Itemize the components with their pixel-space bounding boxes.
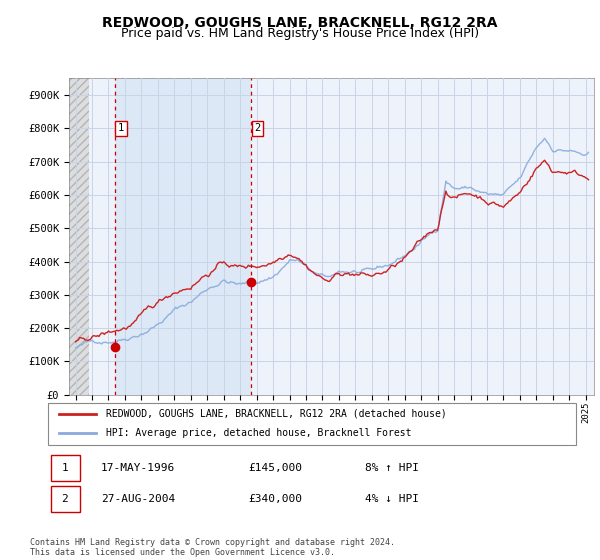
Bar — [115, 78, 251, 395]
Text: 8% ↑ HPI: 8% ↑ HPI — [365, 463, 419, 473]
FancyBboxPatch shape — [50, 486, 80, 512]
Text: 2: 2 — [62, 494, 68, 503]
Text: Contains HM Land Registry data © Crown copyright and database right 2024.
This d: Contains HM Land Registry data © Crown c… — [30, 538, 395, 557]
Bar — [69, 78, 89, 395]
Text: 1: 1 — [62, 463, 68, 473]
Text: 17-MAY-1996: 17-MAY-1996 — [101, 463, 175, 473]
Text: 27-AUG-2004: 27-AUG-2004 — [101, 494, 175, 503]
Text: REDWOOD, GOUGHS LANE, BRACKNELL, RG12 2RA (detached house): REDWOOD, GOUGHS LANE, BRACKNELL, RG12 2R… — [106, 409, 447, 419]
Text: £145,000: £145,000 — [248, 463, 302, 473]
FancyBboxPatch shape — [48, 403, 576, 445]
Text: 4% ↓ HPI: 4% ↓ HPI — [365, 494, 419, 503]
Text: Price paid vs. HM Land Registry's House Price Index (HPI): Price paid vs. HM Land Registry's House … — [121, 27, 479, 40]
Text: 2: 2 — [254, 123, 260, 133]
Text: REDWOOD, GOUGHS LANE, BRACKNELL, RG12 2RA: REDWOOD, GOUGHS LANE, BRACKNELL, RG12 2R… — [102, 16, 498, 30]
Text: HPI: Average price, detached house, Bracknell Forest: HPI: Average price, detached house, Brac… — [106, 428, 412, 438]
FancyBboxPatch shape — [50, 455, 80, 480]
Text: £340,000: £340,000 — [248, 494, 302, 503]
Text: 1: 1 — [118, 123, 124, 133]
